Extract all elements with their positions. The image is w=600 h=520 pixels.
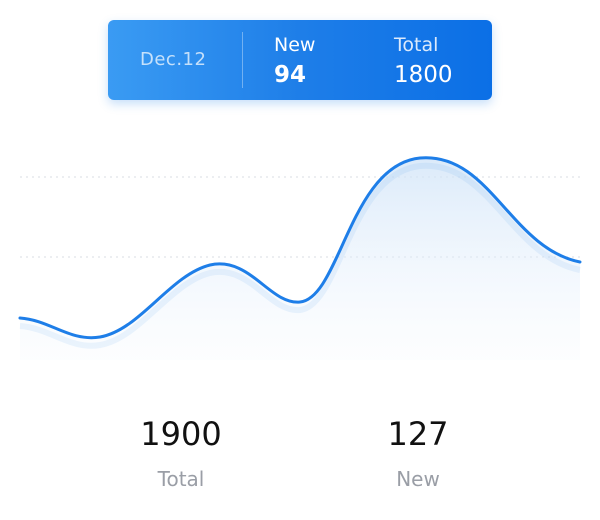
tooltip-new-value: 94 <box>274 62 307 88</box>
summary-total-label: Total <box>157 467 205 491</box>
tooltip-new-label: New <box>274 34 316 56</box>
data-tooltip: Dec.12 New 94 Total 1800 <box>108 20 492 100</box>
chart-line <box>18 156 582 340</box>
tooltip-divider <box>242 32 243 88</box>
summary-new-label: New <box>396 467 440 491</box>
summary-total: 1900 Total <box>81 414 281 492</box>
tooltip-total-value: 1800 <box>394 62 453 88</box>
tooltip-total-label: Total <box>394 34 439 56</box>
summary-total-value: 1900 <box>140 415 222 453</box>
summary-new-value: 127 <box>387 415 449 453</box>
summary-new: 127 New <box>318 414 518 492</box>
tooltip-date: Dec.12 <box>140 49 207 70</box>
chart-area-fill <box>20 157 580 360</box>
chart-shadow-line <box>19 162 581 349</box>
